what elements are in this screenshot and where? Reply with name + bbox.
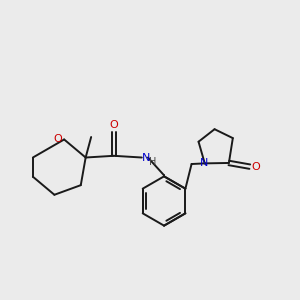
- Text: O: O: [251, 162, 260, 172]
- Text: O: O: [110, 120, 118, 130]
- Text: O: O: [54, 134, 62, 145]
- Text: N: N: [200, 158, 208, 168]
- Text: N: N: [142, 153, 151, 163]
- Text: H: H: [149, 157, 157, 167]
